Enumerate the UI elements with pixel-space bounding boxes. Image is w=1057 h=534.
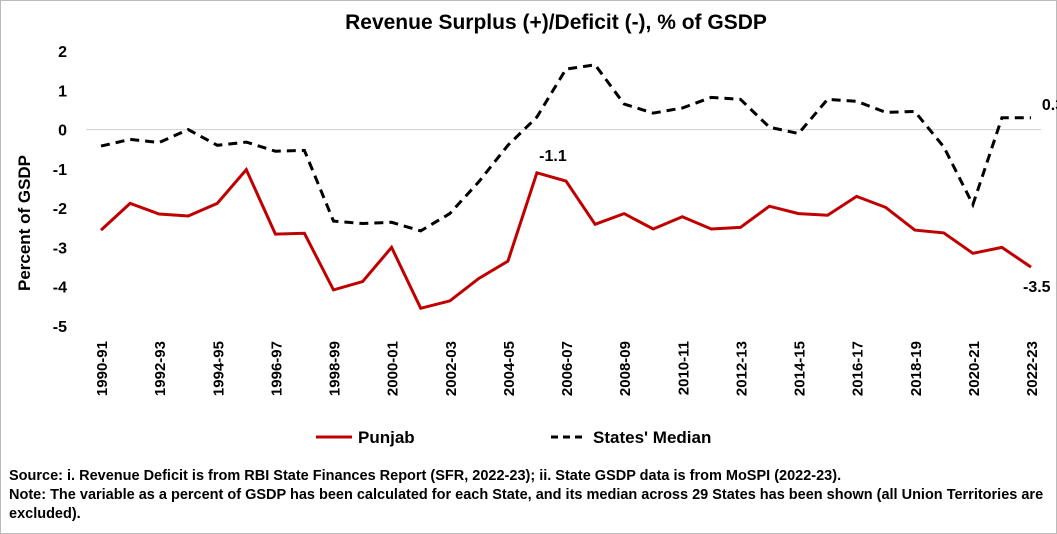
y-tick-label: -1: [53, 162, 67, 179]
y-tick-label: -3: [53, 240, 67, 257]
methodology-note: Note: The variable as a percent of GSDP …: [9, 487, 1044, 522]
y-tick-label: 2: [58, 44, 67, 61]
data-label: 0.3: [1042, 97, 1057, 114]
source-note: Source: i. Revenue Deficit is from RBI S…: [9, 468, 842, 484]
data-label: -3.5: [1023, 279, 1051, 296]
x-tick-label: 2000-01: [385, 341, 402, 396]
y-tick-label: -2: [53, 201, 67, 218]
legend-label: States' Median: [593, 428, 711, 447]
x-tick-label: 1998-99: [327, 341, 344, 396]
y-tick-label: 1: [58, 83, 67, 100]
x-tick-label: 2014-15: [792, 341, 809, 396]
x-tick-label: 1996-97: [268, 341, 285, 396]
x-tick-label: 2004-05: [501, 341, 518, 396]
x-tick-label: 2016-17: [850, 341, 867, 396]
x-tick-label: 2008-09: [617, 341, 634, 396]
y-tick-label: -4: [53, 280, 67, 297]
series-line-punjab: [99, 166, 1032, 311]
x-tick-label: 2002-03: [443, 341, 460, 396]
x-tick-label: 2022-23: [1024, 341, 1041, 396]
x-tick-label: 2020-21: [966, 341, 983, 396]
x-tick-label: 2018-19: [908, 341, 925, 396]
y-axis-label: Percent of GSDP: [15, 155, 34, 291]
y-tick-label: -5: [53, 319, 67, 336]
x-tick-label: 2006-07: [559, 341, 576, 396]
x-tick-label: 1994-95: [210, 341, 227, 396]
line-chart: Revenue Surplus (+)/Deficit (-), % of GS…: [15, 11, 1057, 447]
legend-label: Punjab: [358, 428, 415, 447]
y-tick-label: 0: [58, 123, 67, 140]
x-tick-label: 2012-13: [733, 341, 750, 396]
x-tick-label: 1992-93: [152, 341, 169, 396]
series-line-states-median: [100, 63, 1031, 233]
chart-title: Revenue Surplus (+)/Deficit (-), % of GS…: [345, 11, 767, 34]
chart-notes: Source: i. Revenue Deficit is from RBI S…: [9, 467, 1049, 524]
data-label: -1.1: [539, 148, 567, 165]
x-tick-label: 1990-91: [94, 341, 111, 396]
x-tick-label: 2010-11: [675, 341, 692, 395]
